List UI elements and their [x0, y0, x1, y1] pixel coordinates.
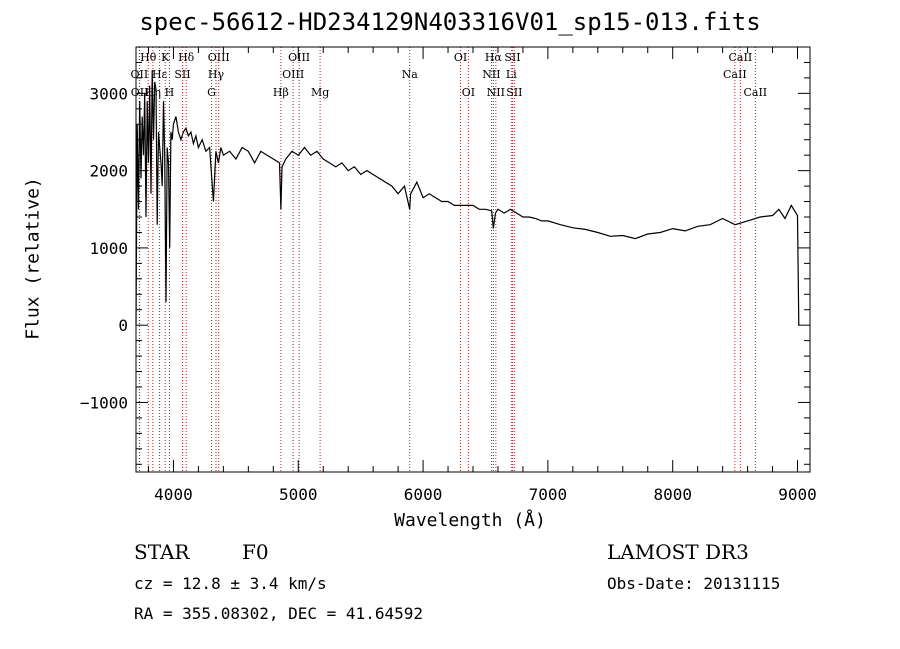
object-class: STAR	[134, 540, 190, 564]
spectral-line-label: CaII	[723, 68, 747, 81]
y-tick-label: 1000	[89, 239, 128, 258]
x-axis: 4000 5000 6000 7000 8000 9000	[147, 47, 817, 504]
spectral-line-label: OIII	[288, 51, 310, 64]
spectral-line-label: CaII	[743, 86, 767, 99]
spectral-line-label: OIII	[282, 68, 304, 81]
y-axis: −1000 0 1000 2000 3000	[80, 61, 810, 465]
spectral-line-label: G	[207, 86, 216, 99]
x-tick-label: 5000	[279, 485, 318, 504]
redshift-velocity: cz = 12.8 ± 3.4 km/s	[134, 574, 327, 593]
x-tick-label: 7000	[529, 485, 568, 504]
y-tick-label: 0	[118, 316, 128, 335]
spectral-line-label: NII	[482, 68, 500, 81]
spectral-line-label: OII	[131, 86, 149, 99]
spectral-line-label: Hθ	[140, 51, 157, 64]
plot-frame	[135, 46, 811, 473]
y-tick-label: 2000	[89, 162, 128, 181]
spectral-line-label: K	[161, 51, 170, 64]
x-tick-label: 6000	[404, 485, 443, 504]
survey-name: LAMOST DR3	[607, 540, 749, 564]
chart-title: spec-56612-HD234129N403316V01_sp15-013.f…	[139, 8, 761, 36]
spectral-line-label: Hε	[152, 68, 168, 81]
spectral-line-label: NII	[487, 86, 505, 99]
spectral-line-label: CaII	[729, 51, 753, 64]
spectrum-line	[135, 70, 800, 326]
spectral-line-label: Li	[506, 68, 517, 81]
spectral-line-label: SII	[174, 68, 190, 81]
spectral-line-label: Hη	[145, 86, 161, 99]
spectral-line-label: Hα	[485, 51, 503, 64]
observation-date: Obs-Date: 20131115	[607, 574, 781, 593]
x-tick-label: 9000	[778, 485, 817, 504]
y-tick-label: −1000	[80, 393, 128, 412]
spectral-line-label: OIII	[208, 51, 230, 64]
x-axis-label: Wavelength (Å)	[394, 510, 546, 531]
spectral-line-label: OI	[462, 86, 475, 99]
object-subclass: F0	[242, 540, 269, 564]
spectral-line-label: OI	[454, 51, 467, 64]
y-axis-label: Flux (relative)	[22, 177, 44, 340]
spectrum-series	[135, 70, 800, 326]
coordinates: RA = 355.08302, DEC = 41.64592	[134, 604, 423, 623]
spectral-line-label: Hδ	[178, 51, 195, 64]
spectral-line-label: Hγ	[208, 68, 225, 81]
spectral-line-label: Na	[402, 68, 419, 81]
y-tick-label: 3000	[89, 84, 128, 103]
x-tick-label: 4000	[154, 485, 193, 504]
spectral-line-label: OII	[131, 68, 149, 81]
spectral-line-label: H	[165, 86, 175, 99]
spectral-line-markers	[138, 47, 756, 472]
x-tick-label: 8000	[653, 485, 692, 504]
spectral-line-label: Mg	[311, 86, 329, 99]
spectral-line-label: SII	[506, 86, 522, 99]
spectral-line-label: Hβ	[273, 86, 289, 99]
spectral-line-label: SII	[504, 51, 520, 64]
